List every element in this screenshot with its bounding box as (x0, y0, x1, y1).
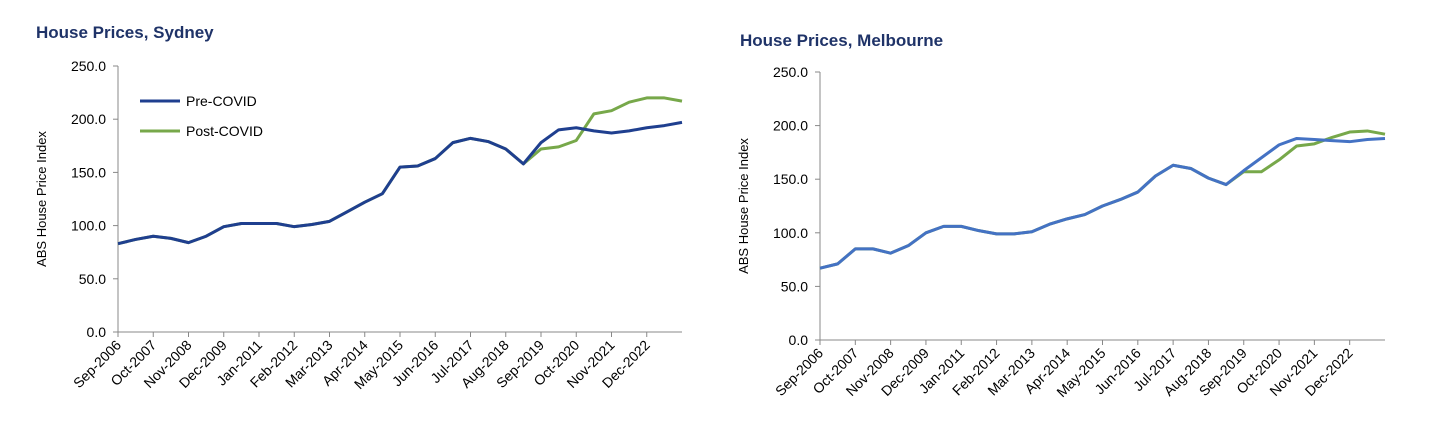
y-tick-label: 150.0 (71, 164, 106, 180)
y-axis-label: ABS House Price Index (34, 131, 49, 267)
chart-title: House Prices, Sydney (36, 23, 214, 42)
y-tick-label: 50.0 (79, 271, 106, 287)
y-axis-label: ABS House Price Index (736, 138, 751, 274)
y-tick-label: 100.0 (773, 225, 808, 241)
y-tick-label: 0.0 (789, 332, 809, 348)
chart-title: House Prices, Melbourne (740, 31, 943, 50)
legend-label: Post-COVID (186, 123, 263, 139)
y-tick-label: 150.0 (773, 171, 808, 187)
y-tick-label: 50.0 (781, 278, 808, 294)
y-tick-label: 200.0 (773, 118, 808, 134)
line-series (117, 96, 683, 246)
chart: House Prices, Melbourne ABS House Price I… (736, 31, 1386, 400)
y-tick-label: 100.0 (71, 218, 106, 234)
line-series (117, 120, 683, 246)
y-tick-label: 200.0 (71, 111, 106, 127)
y-tick-label: 0.0 (87, 324, 107, 340)
line-series (819, 136, 1386, 270)
chart: House Prices, Sydney ABS House Price Inde… (34, 23, 683, 392)
legend-label: Pre-COVID (186, 93, 257, 109)
y-tick-label: 250.0 (71, 58, 106, 74)
y-tick-label: 250.0 (773, 64, 808, 80)
